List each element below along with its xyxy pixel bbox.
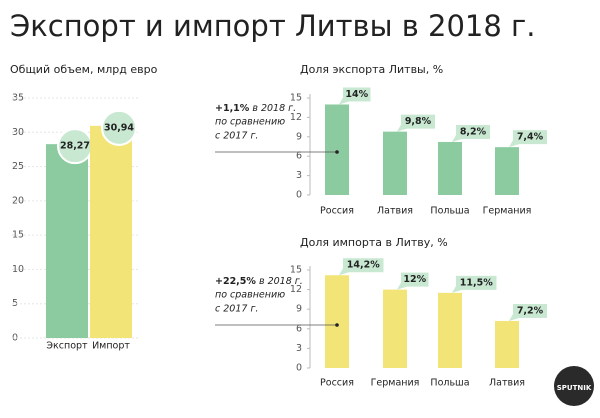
value-label: 9,8% xyxy=(405,116,432,127)
value-label: 7,2% xyxy=(517,305,544,316)
annotation-highlight: +22,5% xyxy=(215,276,256,287)
value-label-box xyxy=(401,114,435,129)
value-label-box xyxy=(456,275,497,290)
annotation-highlight: +1,1% xyxy=(215,103,250,114)
value-label: 30,94 xyxy=(104,122,134,133)
bar xyxy=(46,144,88,338)
y-tick-label: 6 xyxy=(296,323,302,334)
x-tick-label: Польша xyxy=(430,378,469,389)
value-label: 14% xyxy=(345,89,368,100)
y-tick-label: 3 xyxy=(296,170,302,181)
value-label-pointer xyxy=(452,134,462,142)
x-tick-label: Россия xyxy=(320,206,354,217)
y-tick-label: 12 xyxy=(290,284,302,295)
y-tick-label: 25 xyxy=(12,161,24,172)
annotation-dot xyxy=(335,323,339,327)
value-label-box xyxy=(343,87,371,102)
bar xyxy=(383,289,407,368)
bar xyxy=(325,104,349,195)
value-label-box xyxy=(513,303,547,318)
annotation: +1,1% в 2018 г. xyxy=(215,103,296,114)
chart-title: Доля импорта в Литву, % xyxy=(300,236,448,249)
x-tick-label: Латвия xyxy=(489,378,525,389)
chart-title: Доля экспорта Литвы, % xyxy=(300,63,443,76)
bar xyxy=(325,275,349,368)
annotation-line: по сравнению xyxy=(215,290,285,301)
x-tick-label: Германия xyxy=(483,206,532,217)
value-label-pointer xyxy=(509,313,519,321)
value-label: 8,2% xyxy=(460,126,487,137)
value-label: 11,5% xyxy=(460,277,493,288)
annotation-line: в 2018 г. xyxy=(252,103,296,114)
y-tick-label: 6 xyxy=(296,151,302,162)
bar xyxy=(438,292,462,368)
bar xyxy=(495,320,519,368)
y-tick-label: 15 xyxy=(12,230,24,241)
annotation-line: с 2017 г. xyxy=(215,131,258,142)
y-tick-label: 9 xyxy=(296,131,302,142)
page-title: Экспорт и импорт Литвы в 2018 г. xyxy=(10,9,535,43)
value-label-pointer xyxy=(339,268,349,276)
annotation: +22,5% в 2018 г. xyxy=(215,276,303,287)
y-tick-label: 9 xyxy=(296,304,302,315)
y-tick-label: 20 xyxy=(12,195,24,206)
annotation-line: в 2018 г. xyxy=(259,276,303,287)
value-label-box xyxy=(401,272,429,287)
bar xyxy=(438,141,462,195)
x-tick-label: Экспорт xyxy=(46,341,88,352)
value-label-pointer xyxy=(339,97,349,105)
value-label-pointer xyxy=(452,285,462,293)
y-tick-label: 0 xyxy=(296,363,302,374)
value-label-pointer xyxy=(509,140,519,148)
y-tick-label: 10 xyxy=(12,264,24,275)
value-label-pointer xyxy=(397,124,407,132)
y-tick-label: 12 xyxy=(290,112,302,123)
y-tick-label: 0 xyxy=(12,333,18,344)
logo: SPUTNIK xyxy=(557,384,592,392)
value-label: 12% xyxy=(403,274,426,285)
value-label-pointer xyxy=(397,282,407,290)
value-label-box xyxy=(513,130,547,145)
x-tick-label: Импорт xyxy=(92,341,130,352)
value-label-box xyxy=(343,258,384,273)
value-label: 14,2% xyxy=(347,260,380,271)
annotation-line: с 2017 г. xyxy=(215,304,258,315)
y-tick-label: 3 xyxy=(296,343,302,354)
y-tick-label: 0 xyxy=(296,190,302,201)
x-tick-label: Латвия xyxy=(377,206,413,217)
annotation-dot xyxy=(335,150,339,154)
x-tick-label: Польша xyxy=(430,206,469,217)
value-label-box xyxy=(456,124,490,139)
y-tick-label: 30 xyxy=(12,127,24,138)
bar xyxy=(90,125,132,338)
annotation-line: по сравнению xyxy=(215,117,285,128)
x-tick-label: Германия xyxy=(371,378,420,389)
value-label: 28,27 xyxy=(60,141,90,152)
y-tick-label: 35 xyxy=(12,93,24,104)
y-tick-label: 5 xyxy=(12,298,18,309)
y-tick-label: 15 xyxy=(290,265,302,276)
chart-title: Общий объем, млрд евро xyxy=(10,63,158,76)
value-label-badge xyxy=(101,109,137,146)
bar xyxy=(495,147,519,195)
x-tick-label: Россия xyxy=(320,378,354,389)
logo-badge xyxy=(554,366,594,406)
y-tick-label: 15 xyxy=(290,93,302,104)
bar xyxy=(383,131,407,195)
value-label: 7,4% xyxy=(517,132,544,143)
